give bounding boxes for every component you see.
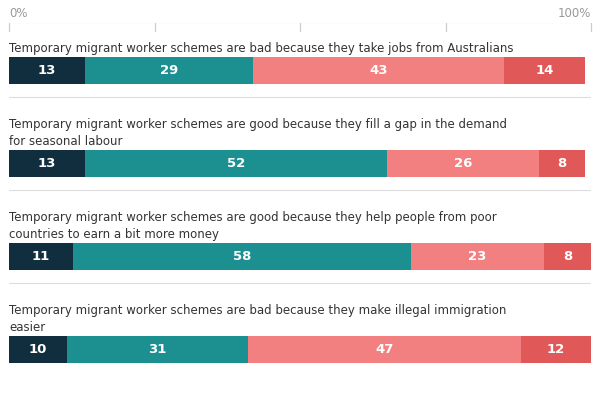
Bar [85, 150, 388, 176]
Text: 12: 12 [547, 343, 565, 356]
Bar [539, 150, 585, 176]
Text: 29: 29 [160, 64, 178, 77]
Text: Temporary migrant worker schemes are bad because they make illegal immigration
e: Temporary migrant worker schemes are bad… [9, 304, 506, 334]
Text: 43: 43 [370, 64, 388, 77]
Text: 47: 47 [375, 343, 394, 356]
Text: 13: 13 [38, 64, 56, 77]
Bar [388, 150, 539, 176]
Text: Temporary migrant worker schemes are good because they help people from poor
cou: Temporary migrant worker schemes are goo… [9, 211, 497, 241]
Bar [73, 244, 410, 270]
Text: 26: 26 [454, 157, 472, 170]
Bar [544, 244, 591, 270]
Bar [410, 244, 544, 270]
Text: 8: 8 [557, 157, 566, 170]
Text: 8: 8 [563, 250, 572, 263]
Bar [9, 336, 67, 362]
Bar [504, 58, 585, 84]
Text: 31: 31 [148, 343, 167, 356]
Text: Temporary migrant worker schemes are bad because they take jobs from Australians: Temporary migrant worker schemes are bad… [9, 42, 514, 55]
Text: 0%: 0% [9, 7, 28, 20]
Bar [521, 336, 591, 362]
Bar [9, 244, 73, 270]
Text: 13: 13 [38, 157, 56, 170]
Bar [9, 150, 85, 176]
Bar [248, 336, 521, 362]
Text: 10: 10 [29, 343, 47, 356]
Bar [85, 58, 253, 84]
Text: 100%: 100% [557, 7, 591, 20]
Text: 23: 23 [469, 250, 487, 263]
Text: 52: 52 [227, 157, 245, 170]
Text: 14: 14 [535, 64, 554, 77]
Bar [67, 336, 248, 362]
Text: Temporary migrant worker schemes are good because they fill a gap in the demand
: Temporary migrant worker schemes are goo… [9, 118, 507, 148]
Bar [9, 58, 85, 84]
Text: 11: 11 [32, 250, 50, 263]
Bar [253, 58, 504, 84]
Text: 58: 58 [233, 250, 251, 263]
